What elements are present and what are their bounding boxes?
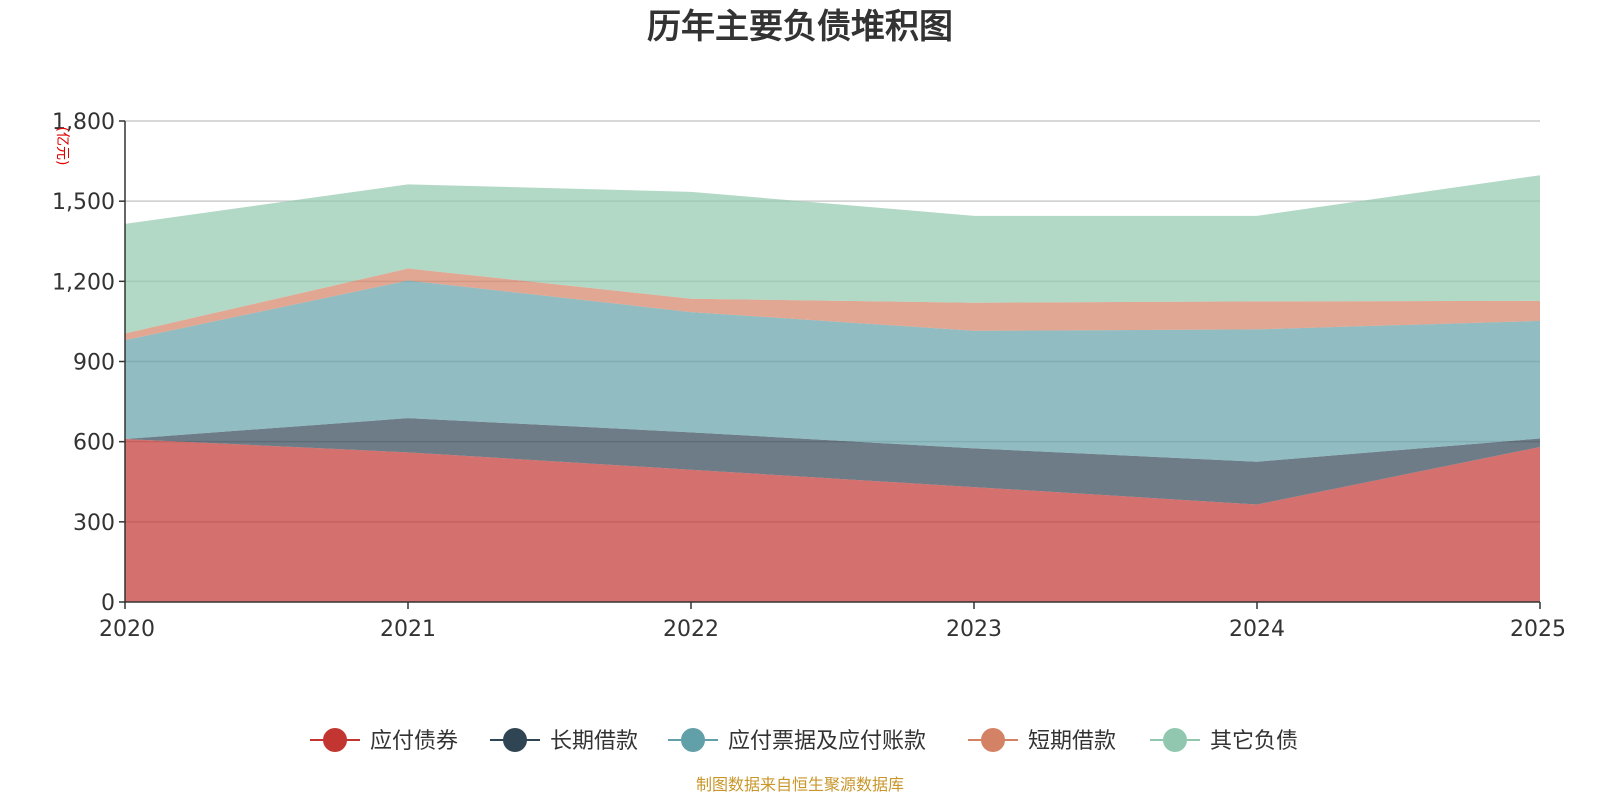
chart-title: 历年主要负债堆积图 xyxy=(647,7,953,47)
data-source-note: 制图数据来自恒生聚源数据库 xyxy=(696,775,904,794)
legend-label: 应付债券 xyxy=(370,729,458,754)
legend-swatch-marker xyxy=(323,728,347,752)
x-tick-label: 2024 xyxy=(1229,617,1285,642)
y-axis-ticks: 0 300 600 900 1,200 1,500 1,800 xyxy=(52,110,125,616)
y-tick-label: 1,800 xyxy=(52,110,115,135)
y-tick-label: 300 xyxy=(73,511,115,536)
x-axis-ticks: 2020 2021 2022 2023 2024 2025 xyxy=(99,602,1566,642)
area-series-4 xyxy=(125,175,1540,334)
y-tick-label: 1,200 xyxy=(52,270,115,295)
legend-item[interactable]: 长期借款 xyxy=(490,728,638,754)
y-tick-label: 600 xyxy=(73,431,115,456)
y-tick-label: 1,500 xyxy=(52,190,115,215)
y-tick-label: 900 xyxy=(73,351,115,376)
legend-swatch-marker xyxy=(681,728,705,752)
legend-item[interactable]: 应付票据及应付账款 xyxy=(668,728,926,754)
legend-item[interactable]: 其它负债 xyxy=(1150,728,1298,754)
y-tick-label: 0 xyxy=(101,591,115,616)
legend-swatch-marker xyxy=(981,728,1005,752)
legend-item[interactable]: 短期借款 xyxy=(968,728,1116,754)
legend-label: 应付票据及应付账款 xyxy=(728,729,926,754)
legend: 应付债券 长期借款 应付票据及应付账款 短期借款 其它负债 xyxy=(310,728,1298,754)
legend-label: 长期借款 xyxy=(550,729,638,754)
legend-swatch-marker xyxy=(503,728,527,752)
x-tick-label: 2021 xyxy=(380,617,436,642)
area-series-3 xyxy=(125,268,1540,341)
x-tick-label: 2022 xyxy=(663,617,719,642)
area-series-2 xyxy=(125,280,1540,462)
area-series xyxy=(125,175,1540,602)
area-series-1 xyxy=(125,418,1540,505)
x-tick-label: 2023 xyxy=(946,617,1002,642)
legend-label: 短期借款 xyxy=(1028,729,1116,754)
legend-swatch-marker xyxy=(1163,728,1187,752)
x-tick-label: 2025 xyxy=(1510,617,1566,642)
legend-item[interactable]: 应付债券 xyxy=(310,728,458,754)
y-axis-unit-label: (亿元) xyxy=(54,127,70,166)
legend-label: 其它负债 xyxy=(1210,729,1298,754)
area-series-0 xyxy=(125,438,1540,602)
x-tick-label: 2020 xyxy=(99,617,155,642)
